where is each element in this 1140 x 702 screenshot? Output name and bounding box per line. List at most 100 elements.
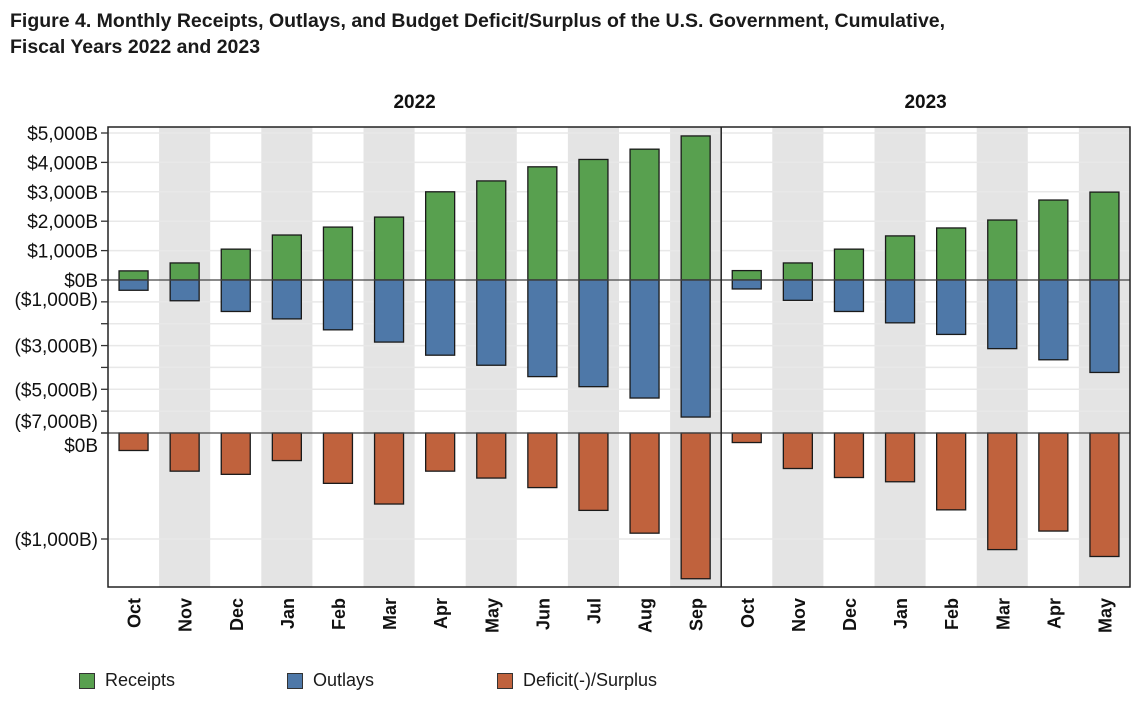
- y-tick-label-upper: ($5,000B): [15, 380, 98, 401]
- legend-label-outlays: Outlays: [313, 670, 375, 690]
- chart-canvas: Oct Nov Dec Jan Feb Mar Apr May Jun Jul Aug Sep Oct N…: [15, 92, 1131, 633]
- bar-outlays-2023-oct: [731, 279, 762, 290]
- background-band: [261, 127, 313, 587]
- legend-item-deficit: Deficit(-)/Surplus: [497, 670, 657, 691]
- bar-deficit-2022-jun: [527, 432, 558, 489]
- bar-receipts-2022-aug: [629, 148, 660, 281]
- bar-deficit-2022-feb: [322, 432, 354, 484]
- x-tick-label: Mar: [993, 598, 1013, 630]
- x-tick-label: Oct: [738, 598, 758, 628]
- x-tick-label: Mar: [380, 598, 400, 630]
- bar-deficit-2022-dec: [220, 432, 251, 475]
- legend-label-deficit: Deficit(-)/Surplus: [523, 670, 658, 690]
- bar-receipts-2023-jan: [884, 235, 916, 281]
- bar-receipts-2022-jan: [271, 234, 303, 281]
- bar-outlays-2023-jan: [884, 279, 916, 324]
- x-tick-label: May: [482, 598, 502, 633]
- bar-deficit-2022-jan: [271, 432, 303, 462]
- bar-receipts-2023-dec: [833, 248, 865, 281]
- bar-outlays-2022-apr: [424, 279, 456, 356]
- bar-outlays-2023-mar: [987, 279, 1018, 350]
- y-tick-label-upper: $5,000B: [27, 124, 98, 145]
- bar-deficit-2022-nov: [169, 432, 200, 472]
- bar-receipts-2023-feb: [936, 227, 967, 281]
- bar-outlays-2022-jun: [527, 279, 558, 378]
- bar-receipts-2022-jun: [527, 166, 558, 281]
- bar-deficit-2023-jan: [884, 432, 916, 483]
- x-tick-label: Nov: [176, 598, 196, 632]
- bar-deficit-2022-jul: [578, 432, 609, 512]
- background-band: [772, 127, 824, 587]
- x-tick-label: Nov: [789, 598, 809, 632]
- bar-receipts-2022-sep: [680, 135, 711, 281]
- x-tick-label: Jan: [278, 598, 298, 629]
- x-tick-label: Jun: [533, 598, 553, 630]
- x-tick-label: Apr: [1044, 598, 1064, 629]
- legend-swatch-deficit: [497, 672, 513, 689]
- x-tick-label: Jan: [891, 598, 911, 629]
- bar-outlays-2023-feb: [936, 279, 967, 336]
- bar-deficit-2023-mar: [987, 432, 1018, 551]
- bar-deficit-2022-oct: [118, 432, 149, 452]
- bar-outlays-2022-jan: [271, 279, 303, 320]
- x-tick-label: Apr: [431, 598, 451, 629]
- bar-outlays-2023-apr: [1038, 279, 1069, 361]
- legend-label-receipts: Receipts: [105, 670, 176, 690]
- y-tick-label-upper: $0B: [64, 271, 98, 292]
- year-header-2022: 2022: [393, 92, 435, 113]
- bar-outlays-2022-mar: [373, 279, 405, 343]
- chart-title-line-1: Figure 4. Monthly Receipts, Outlays, and…: [10, 10, 946, 32]
- chart-title-line-2: Fiscal Years 2022 and 2023: [10, 36, 261, 58]
- bar-receipts-2023-mar: [987, 219, 1018, 281]
- bar-outlays-2022-aug: [629, 279, 660, 399]
- bar-receipts-2022-apr: [424, 191, 456, 281]
- bar-outlays-2022-nov: [169, 279, 200, 302]
- bar-receipts-2022-mar: [373, 216, 405, 281]
- x-tick-label: Dec: [227, 598, 247, 631]
- bar-outlays-2022-jul: [578, 279, 609, 388]
- x-tick-label: Feb: [329, 598, 349, 630]
- bar-receipts-2022-feb: [322, 226, 354, 281]
- x-tick-label: Sep: [687, 598, 707, 631]
- background-band: [874, 127, 926, 587]
- y-tick-label-upper: ($3,000B): [15, 337, 98, 358]
- bar-receipts-2023-apr: [1038, 199, 1069, 281]
- bar-deficit-2022-aug: [629, 432, 660, 534]
- y-tick-label-upper: $2,000B: [27, 212, 98, 233]
- y-tick-label-upper: $1,000B: [27, 242, 98, 263]
- bar-deficit-2022-sep: [680, 432, 711, 580]
- bar-deficit-2023-feb: [936, 432, 967, 511]
- x-tick-label: Oct: [125, 598, 145, 628]
- bar-deficit-2023-dec: [833, 432, 865, 479]
- y-tick-label-upper: $4,000B: [27, 153, 98, 174]
- bar-deficit-2022-apr: [424, 432, 456, 472]
- x-tick-label: Aug: [636, 598, 656, 633]
- x-tick-label: Feb: [942, 598, 962, 630]
- bar-receipts-2022-may: [476, 180, 507, 281]
- bar-deficit-2023-may: [1089, 432, 1120, 558]
- bar-outlays-2023-dec: [833, 279, 865, 313]
- x-tick-label: Jul: [584, 598, 604, 624]
- y-tick-label-upper: $3,000B: [27, 183, 98, 204]
- legend-swatch-outlays: [287, 672, 303, 689]
- bar-receipts-2022-dec: [220, 248, 251, 281]
- bar-receipts-2022-jul: [578, 158, 609, 281]
- bar-outlays-2023-may: [1089, 279, 1120, 374]
- bar-receipts-2023-may: [1089, 191, 1120, 281]
- bar-outlays-2023-nov: [782, 279, 813, 301]
- y-tick-label-upper: ($1,000B): [15, 290, 98, 311]
- bar-deficit-2022-mar: [373, 432, 405, 505]
- bar-outlays-2022-may: [476, 279, 507, 366]
- bar-receipts-2023-nov: [782, 262, 813, 281]
- bar-receipts-2023-oct: [731, 269, 762, 281]
- x-tick-label: May: [1095, 598, 1115, 633]
- bar-outlays-2022-sep: [680, 279, 711, 418]
- legend-swatch-receipts: [79, 672, 95, 689]
- bar-deficit-2023-nov: [782, 432, 813, 470]
- y-tick-label-upper: ($7,000B): [15, 412, 98, 433]
- bar-receipts-2022-oct: [118, 270, 149, 281]
- bar-deficit-2023-apr: [1038, 432, 1069, 532]
- legend: Receipts Outlays Deficit(-)/Surplus: [0, 670, 1140, 694]
- y-tick-label-lower: ($1,000B): [15, 530, 98, 551]
- bar-outlays-2022-oct: [118, 279, 149, 291]
